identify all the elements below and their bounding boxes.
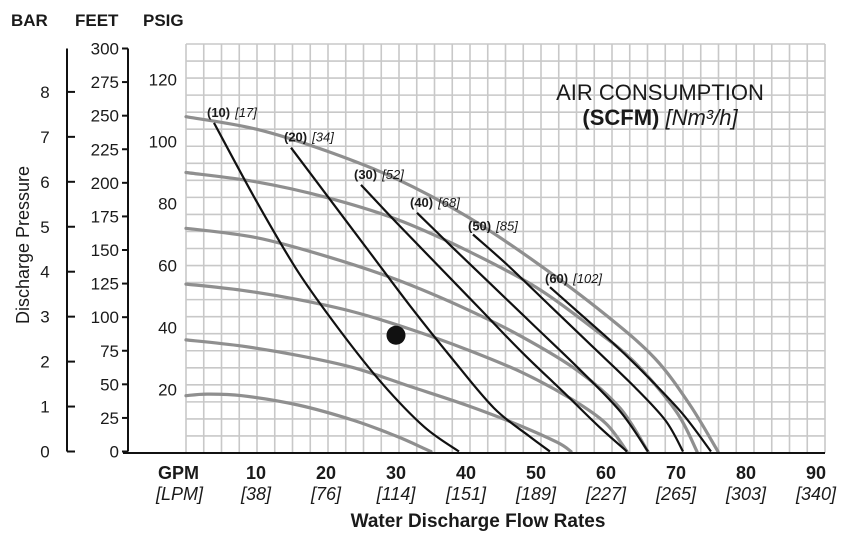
- chart-subtitle: (SCFM) [Nm³/h]: [582, 105, 738, 130]
- air-curve-scfm-20: [290, 147, 551, 453]
- x-tick-sublabel: [340]: [795, 484, 837, 504]
- x-tick-sublabel: [227]: [585, 484, 627, 504]
- feet-tick-label: 100: [91, 308, 119, 327]
- operating-point-marker: [386, 325, 406, 345]
- x-tick-sublabel: [189]: [515, 484, 557, 504]
- air-curve-label: (60) [102]: [545, 271, 602, 286]
- axis-labels: 0123456780255075100125150175200225250275…: [40, 40, 837, 505]
- feet-tick-label: 25: [100, 409, 119, 428]
- x-tick-sublabel: [114]: [376, 484, 417, 504]
- air-curve-scfm-60: [549, 286, 712, 453]
- psig-tick-label: 60: [158, 257, 177, 276]
- x-tick-sublabel: [265]: [655, 484, 697, 504]
- air-curve-label-nm3h: [52]: [381, 167, 404, 182]
- bar-tick-label: 3: [40, 308, 49, 327]
- subtitle-unit: (SCFM): [582, 105, 659, 130]
- air-curve-label: (20) [34]: [284, 130, 334, 145]
- feet-tick-label: 175: [91, 207, 119, 226]
- feet-axis-header: FEET: [75, 11, 119, 30]
- pressure-curve-4: [184, 226, 650, 454]
- bar-tick-label: 4: [40, 263, 49, 282]
- air-consumption-curves: (10) [17] (20) [34] (30) [52] (40) [68] (50) [85]…: [207, 105, 712, 453]
- x-tick-sublabel: [76]: [310, 484, 342, 504]
- bar-tick-label: 8: [40, 83, 49, 102]
- x-tick-label: 80: [736, 463, 756, 483]
- feet-tick-label: 75: [100, 342, 119, 361]
- feet-tick-label: 150: [91, 241, 119, 260]
- bar-tick-label: 6: [40, 173, 49, 192]
- air-curve-scfm-40: [416, 212, 649, 453]
- psig-tick-label: 80: [158, 195, 177, 214]
- air-curve-label-nm3h: [102]: [572, 271, 602, 286]
- air-curve-label-nm3h: [17]: [234, 105, 257, 120]
- x-tick-label: 10: [246, 463, 266, 483]
- x-tick-label: 20: [316, 463, 336, 483]
- pressure-curve-2: [184, 338, 573, 454]
- x-tick-sublabel: [151]: [445, 484, 487, 504]
- x-axis-title: Water Discharge Flow Rates: [351, 511, 606, 532]
- air-curve-label-nm3h: [68]: [437, 195, 460, 210]
- x-tick-label: 50: [526, 463, 546, 483]
- chart-title: AIR CONSUMPTION: [556, 80, 764, 105]
- psig-tick-label: 40: [158, 319, 177, 338]
- axes: [66, 47, 825, 454]
- feet-tick-label: 250: [91, 107, 119, 126]
- psig-tick-label: 20: [158, 381, 177, 400]
- bar-tick-label: 1: [40, 398, 49, 417]
- air-curve-label: (40) [68]: [410, 195, 460, 210]
- feet-tick-label: 200: [91, 174, 119, 193]
- bar-axis-header: BAR: [11, 11, 48, 30]
- x-unit-primary: GPM: [158, 463, 199, 483]
- bar-tick-label: 2: [40, 353, 49, 372]
- pressure-curve-3: [184, 282, 629, 454]
- air-curve-label-nm3h: [34]: [311, 130, 334, 145]
- x-tick-sublabel: [38]: [240, 484, 272, 504]
- x-tick-label: 90: [806, 463, 826, 483]
- air-curve-label-scfm: (10): [207, 105, 230, 120]
- psig-tick-label: 120: [149, 71, 177, 90]
- air-curve-label-nm3h: [85]: [495, 219, 518, 234]
- bar-tick-label: 5: [40, 218, 49, 237]
- air-curve-label-scfm: (30): [354, 167, 377, 182]
- feet-tick-label: 50: [100, 375, 119, 394]
- x-unit-secondary: [LPM]: [155, 484, 204, 504]
- x-tick-label: 70: [666, 463, 686, 483]
- air-curve-label-scfm: (40): [410, 195, 433, 210]
- y-axis-title: Discharge Pressure: [13, 166, 33, 324]
- psig-axis-header: PSIG: [143, 11, 184, 30]
- subtitle-unit-metric: [Nm³/h]: [664, 105, 738, 130]
- air-curve-label-scfm: (50): [468, 219, 491, 234]
- feet-tick-label: 0: [110, 443, 119, 462]
- feet-tick-label: 275: [91, 73, 119, 92]
- pressure-curve-6: [184, 115, 720, 454]
- psig-tick-label: 100: [149, 133, 177, 152]
- x-tick-label: 60: [596, 463, 616, 483]
- x-tick-label: 30: [386, 463, 406, 483]
- air-curve-label: (30) [52]: [354, 167, 404, 182]
- air-curve-scfm-30: [360, 184, 628, 453]
- x-tick-sublabel: [303]: [725, 484, 767, 504]
- air-curve-label-scfm: (60): [545, 271, 568, 286]
- feet-tick-label: 225: [91, 140, 119, 159]
- air-curve-scfm-50: [472, 233, 684, 453]
- air-curve-scfm-10: [213, 122, 460, 453]
- feet-tick-label: 300: [91, 40, 119, 59]
- feet-tick-label: 125: [91, 275, 119, 294]
- air-curve-label: (50) [85]: [468, 219, 518, 234]
- air-curve-label: (10) [17]: [207, 105, 257, 120]
- pressure-curve-1: [184, 392, 433, 454]
- bar-tick-label: 0: [40, 443, 49, 462]
- x-tick-label: 40: [456, 463, 476, 483]
- bar-tick-label: 7: [40, 128, 49, 147]
- air-curve-label-scfm: (20): [284, 130, 307, 145]
